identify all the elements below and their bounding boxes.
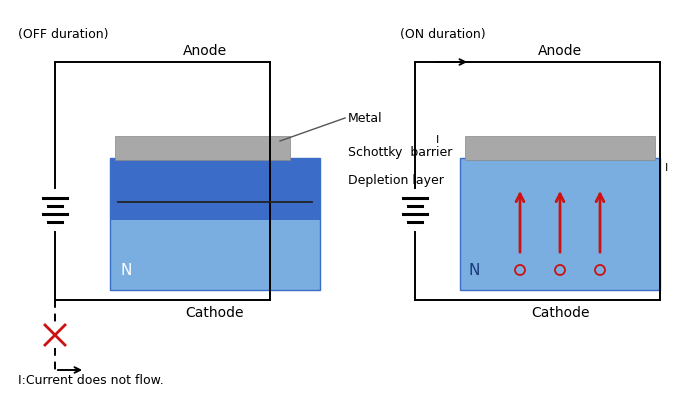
Text: N: N [468, 263, 480, 278]
Text: I: I [665, 163, 668, 173]
Bar [465, 136, 655, 160]
Text: Cathode: Cathode [186, 306, 244, 320]
Text: I:Current does not flow.: I:Current does not flow. [18, 374, 164, 387]
Text: I: I [436, 135, 440, 145]
Text: Cathode: Cathode [531, 306, 589, 320]
Bar [110, 158, 320, 290]
Bar [460, 158, 660, 290]
Bar [115, 136, 290, 160]
Text: N: N [120, 263, 132, 278]
Bar [110, 158, 320, 220]
Text: Anode: Anode [538, 44, 582, 58]
Text: Schottky  barrier: Schottky barrier [348, 145, 452, 158]
Text: Depletion layer: Depletion layer [348, 173, 444, 186]
Text: (ON duration): (ON duration) [400, 28, 486, 41]
Text: Metal: Metal [348, 112, 383, 125]
Text: Anode: Anode [183, 44, 227, 58]
Text: (OFF duration): (OFF duration) [18, 28, 108, 41]
